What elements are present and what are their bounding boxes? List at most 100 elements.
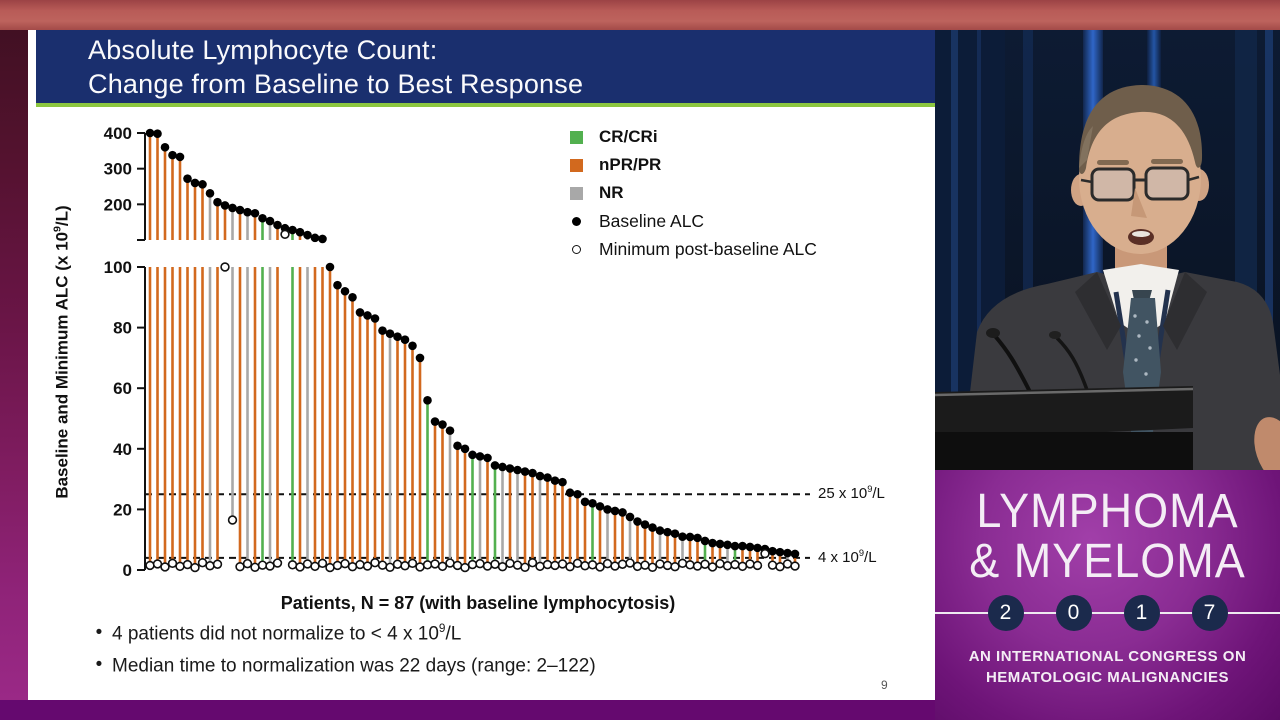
tagline-line-1: AN INTERNATIONAL CONGRESS ON: [968, 648, 1247, 665]
hair-side: [1079, 126, 1093, 168]
baseline-dot: [363, 311, 372, 320]
minimum-dot: [647, 562, 658, 572]
minimum-dot: [610, 561, 620, 571]
baseline-dot: [145, 128, 155, 138]
baseline-dot: [408, 341, 417, 351]
legend-item-pr: nPR/PR: [568, 151, 817, 179]
baseline-dot: [228, 203, 237, 213]
minimum-dot: [527, 558, 538, 568]
baseline-dot: [393, 332, 402, 341]
minimum-dot: [700, 559, 710, 569]
open-dot-icon: [572, 244, 581, 254]
congress-title-line-2: & MYELOMA: [969, 532, 1246, 588]
minimum-dot: [557, 559, 568, 569]
baseline-dot: [535, 471, 545, 481]
speaker-video-feed: [935, 30, 1280, 470]
baseline-dot: [258, 213, 267, 223]
baseline-dot: [723, 540, 732, 550]
minimum-dot: [415, 562, 425, 572]
legend-label: CR/CRi: [599, 127, 658, 146]
baseline-dot: [648, 523, 657, 532]
minimum-dot: [640, 560, 650, 570]
minimum-dot: [535, 561, 545, 572]
footnote-bullet-1: • 4 patients did not normalize to < 4 x …: [86, 622, 596, 645]
minimum-dot: [377, 560, 388, 570]
minimum-dot: [422, 560, 433, 570]
baseline-dot: [318, 234, 327, 244]
minimum-dot: [490, 559, 500, 569]
cr-swatch-icon: [570, 130, 583, 144]
axis-tick-label: 400: [104, 124, 132, 143]
minimum-dot: [625, 558, 635, 568]
baseline-dot: [618, 508, 627, 517]
bullet-icon: •: [95, 622, 103, 643]
congress-branding-panel: LYMPHOMA & MYELOMA 2 0 1 7 AN INTERNATIO…: [935, 470, 1280, 720]
minimum-dot: [452, 560, 463, 571]
baseline-dot: [513, 465, 522, 475]
video-frame-top-strip: [0, 0, 1280, 30]
baseline-dot: [753, 543, 762, 553]
baseline-dot: [498, 462, 507, 472]
legend-label: NR: [599, 183, 624, 202]
alc-chart: 200 300 400 0 20 40 60 80 100: [104, 124, 810, 580]
minimum-dot: [445, 558, 455, 568]
baseline-dot: [385, 329, 395, 338]
minimum-dot: [730, 559, 740, 570]
baseline-dot: [700, 536, 710, 546]
baseline-dot: [340, 286, 350, 296]
baseline-dot: [265, 216, 275, 226]
reference-label-4: 4 x 109/L: [818, 548, 877, 566]
minimum-dot: [317, 558, 328, 569]
axis-tick-label: 40: [113, 440, 132, 459]
minimum-dot: [767, 560, 778, 570]
baseline-dot: [505, 464, 515, 473]
legend-item-baseline: Baseline ALC: [568, 207, 817, 235]
pr-swatch-icon: [570, 158, 583, 172]
baseline-dot: [325, 262, 335, 272]
congress-year-row: 2 0 1 7: [935, 594, 1280, 634]
minimum-dot: [512, 560, 523, 570]
nr-swatch-icon: [570, 186, 583, 200]
baseline-dot: [573, 489, 582, 499]
minimum-dot: [347, 561, 358, 572]
minimum-dot: [542, 559, 553, 570]
baseline-dot: [678, 532, 687, 541]
filled-dot-icon: [572, 216, 581, 226]
minimum-dot: [287, 560, 298, 570]
legend-label: Minimum post-baseline ALC: [599, 238, 817, 259]
baseline-dot: [558, 477, 567, 487]
minimum-dot: [580, 561, 590, 571]
baseline-dot: [775, 547, 785, 557]
congress-title-line-1: LYMPHOMA: [976, 482, 1239, 538]
minimum-dot: [602, 558, 613, 569]
baseline-dot: [295, 227, 305, 237]
minimum-dot: [250, 562, 260, 572]
baseline-dot: [490, 461, 500, 470]
minimum-dot: [745, 559, 755, 569]
minimum-dot: [505, 558, 515, 569]
microphone-arm: [993, 334, 1032, 393]
baseline-dot: [738, 541, 747, 551]
minimum-dot: [407, 558, 418, 569]
minimum-dot: [340, 558, 350, 569]
minimum-dot: [242, 558, 253, 569]
minimum-dot: [587, 560, 598, 570]
minimum-dot: [295, 562, 305, 572]
axis-tick-label: 60: [113, 379, 132, 398]
slide-page-number: 9: [881, 678, 888, 692]
minimum-dot: [332, 560, 343, 571]
baseline-dot: [730, 541, 740, 551]
baseline-dot: [715, 539, 725, 549]
podium-light-bar: [935, 386, 1193, 440]
baseline-dot: [378, 326, 387, 335]
baseline-dot: [565, 488, 575, 498]
minimum-dot: [392, 559, 403, 569]
x-axis-label: Patients, N = 87 (with baseline lymphocy…: [280, 593, 676, 613]
baseline-dot: [220, 201, 230, 210]
baseline-dot: [168, 150, 177, 160]
baseline-dot: [745, 542, 755, 552]
minimum-dot: [437, 561, 448, 572]
speaker-hand: [1254, 417, 1280, 470]
congress-tagline: AN INTERNATIONAL CONGRESS ON HEMATOLOGIC…: [935, 646, 1280, 688]
baseline-dot: [468, 450, 477, 460]
